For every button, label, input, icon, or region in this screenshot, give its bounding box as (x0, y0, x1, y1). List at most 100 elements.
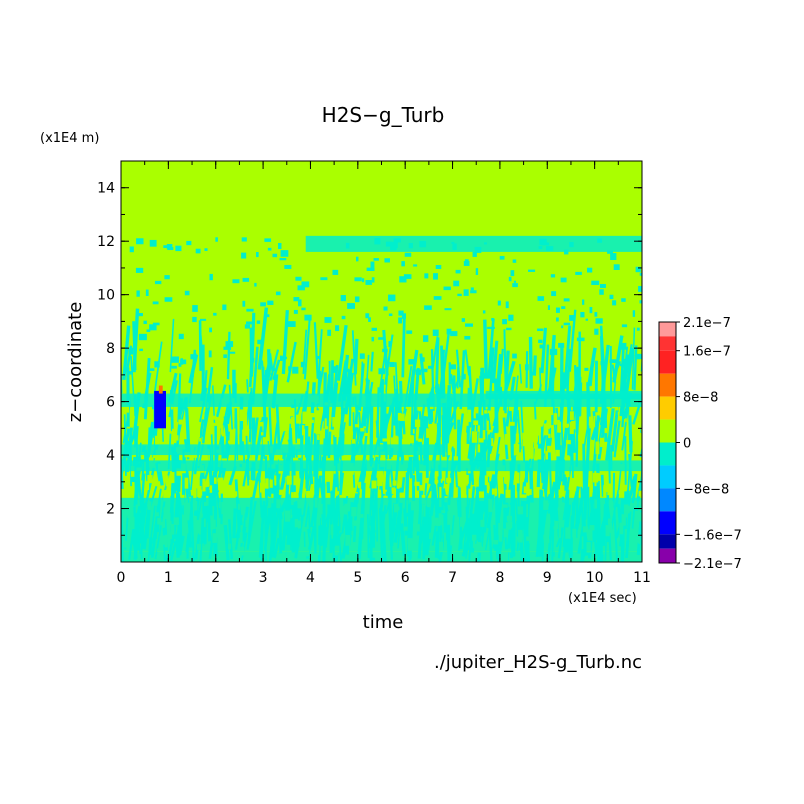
heatmap-speckle (190, 354, 197, 360)
heatmap-streak (483, 319, 488, 377)
heatmap-speckle (171, 356, 179, 363)
heatmap-speckle (478, 491, 485, 502)
heatmap-speckle (508, 276, 512, 282)
heatmap-speckle (129, 246, 134, 253)
heatmap-streak (268, 407, 273, 447)
heatmap-speckle (332, 269, 339, 275)
heatmap-speckle (464, 335, 471, 340)
heatmap-speckle (378, 469, 380, 482)
heatmap-speckle (288, 418, 293, 424)
heatmap-speckle (613, 264, 620, 271)
heatmap-speckle (515, 433, 519, 439)
heatmap-speckle (499, 255, 505, 260)
heatmap-speckle (315, 423, 321, 435)
heatmap-streak (351, 330, 357, 386)
heatmap-speckle (264, 238, 272, 242)
heatmap-speckle (165, 475, 169, 487)
heatmap-speckle (266, 314, 270, 318)
source-filename: ./jupiter_H2S-g_Turb.nc (434, 652, 642, 673)
heatmap-speckle (397, 412, 402, 421)
heatmap-speckle (189, 404, 195, 410)
heatmap-speckle (555, 449, 560, 457)
heatmap-speckle (614, 405, 619, 411)
heatmap-speckle (515, 468, 518, 481)
heatmap-speckle (574, 486, 577, 491)
y-axis-label: z−coordinate (65, 302, 86, 423)
heatmap-speckle (399, 413, 405, 421)
heatmap-speckle (175, 245, 182, 252)
heatmap-speckle (239, 409, 245, 422)
heatmap-speckle (378, 469, 384, 483)
heatmap-streak (624, 344, 633, 380)
heatmap-speckle (195, 479, 200, 489)
heatmap-speckle (209, 327, 213, 333)
heatmap-speckle (453, 456, 458, 461)
heatmap-speckle (245, 453, 248, 460)
heatmap-speckle (462, 482, 468, 486)
heatmap-streak (456, 413, 464, 460)
colorbar-band (659, 488, 676, 512)
heatmap-speckle (636, 436, 638, 444)
heatmap-speckle (382, 438, 388, 442)
heatmap-speckle (569, 421, 574, 435)
heatmap-streak (419, 415, 428, 442)
colorbar-band (659, 465, 676, 489)
heatmap-speckle (212, 415, 217, 420)
heatmap-speckle (362, 278, 365, 283)
y-tick-label: 4 (106, 448, 115, 464)
heatmap-speckle (399, 276, 407, 283)
heatmap-speckle (393, 425, 396, 437)
heatmap-speckle (636, 327, 640, 331)
heatmap-speckle (491, 438, 494, 447)
heatmap-speckle (149, 239, 157, 247)
heatmap-speckle (314, 408, 317, 413)
heatmap-speckle (393, 435, 398, 441)
heatmap-speckle (617, 411, 620, 415)
heatmap-streak (353, 338, 359, 375)
x-axis: 0 1 2 3 4 5 6 7 8 9 10 11 (117, 161, 651, 586)
heatmap-speckle (151, 409, 154, 422)
heatmap-speckle (244, 324, 251, 329)
heatmap-speckle (513, 443, 520, 456)
heatmap-streak (132, 308, 140, 373)
heatmap-speckle (599, 437, 604, 447)
heatmap-speckle (125, 486, 127, 493)
heatmap-speckle (500, 465, 505, 478)
x-tick-label: 6 (401, 570, 410, 586)
heatmap-speckle (521, 494, 527, 502)
heatmap-speckle (296, 438, 301, 449)
heatmap-speckle (127, 371, 134, 375)
heatmap-speckle (297, 285, 305, 291)
heatmap-speckle (262, 437, 267, 446)
heatmap-speckle (487, 326, 495, 329)
heatmap-speckle (221, 458, 228, 462)
heatmap-speckle (278, 242, 282, 250)
heatmap-speckle (145, 289, 149, 297)
heatmap-speckle (618, 490, 621, 495)
heatmap-speckle (463, 261, 470, 266)
heatmap-speckle (222, 304, 227, 311)
x-axis-label: time (363, 612, 404, 633)
heatmap-speckle (538, 431, 541, 444)
heatmap-speckle (434, 471, 438, 485)
heatmap-speckle (149, 324, 157, 331)
heatmap-speckle (382, 348, 388, 353)
heatmap-speckle (164, 297, 173, 302)
heatmap-speckle (204, 248, 208, 251)
heatmap-speckle (258, 421, 264, 427)
heatmap-speckle (603, 486, 607, 498)
heatmap-speckle (497, 300, 501, 306)
heatmap-speckle (366, 470, 370, 482)
heatmap-speckle (565, 467, 570, 478)
heatmap-speckle (148, 368, 155, 371)
heatmap-speckle (612, 300, 617, 306)
heatmap-speckle (432, 329, 439, 336)
heatmap-speckle (404, 252, 412, 257)
heatmap-speckle (475, 268, 479, 276)
heatmap-speckle (347, 303, 355, 309)
y-axis-unit: (x1E4 m) (40, 131, 99, 146)
heatmap-speckle (195, 426, 201, 438)
heatmap-speckle (218, 477, 224, 491)
heatmap-speckle (370, 261, 375, 268)
heatmap-streak (370, 351, 374, 372)
